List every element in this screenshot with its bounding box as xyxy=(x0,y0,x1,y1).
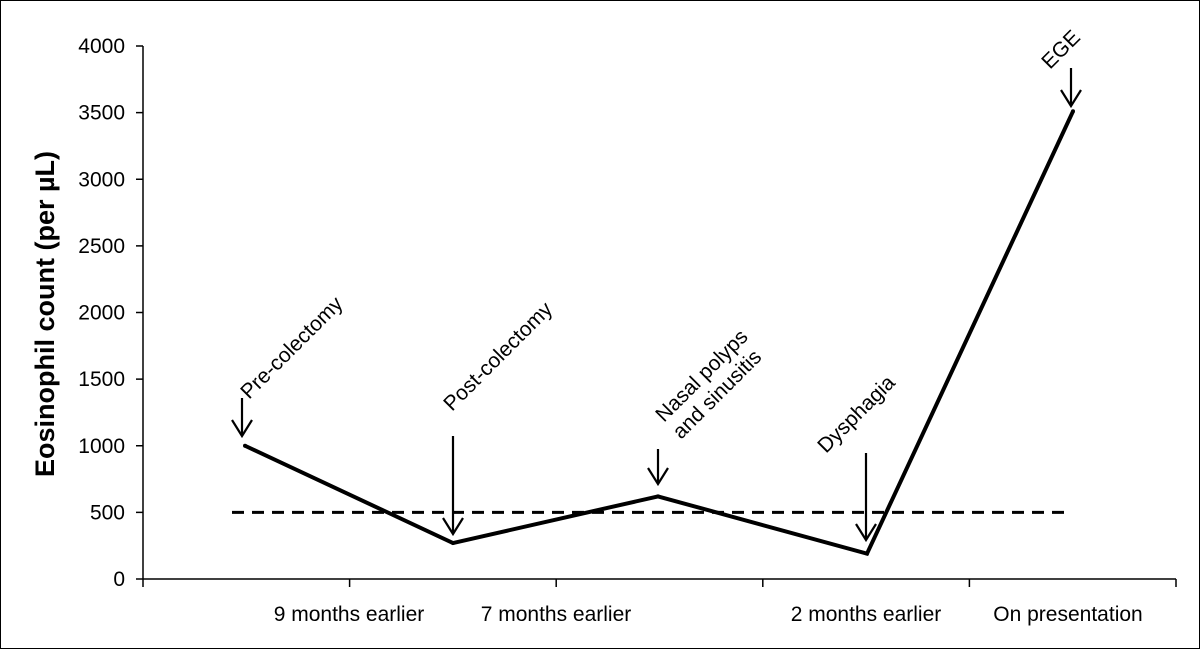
y-tick-label: 4000 xyxy=(78,35,125,58)
annotation-arrow xyxy=(855,453,877,543)
y-tick-label: 2000 xyxy=(78,302,125,325)
series-line xyxy=(244,110,1075,557)
annotations: Pre-colectomy Post-colectomy Nasal polypsa… xyxy=(231,26,1085,543)
axes xyxy=(142,46,1176,580)
y-tick-label: 3500 xyxy=(78,102,125,125)
y-ticks: 0 500 1000 1500 2000 2500 3000 3500 4000 xyxy=(78,35,143,591)
y-axis-label: Eosinophil count (per µL) xyxy=(30,151,60,477)
y-tick-label: 1500 xyxy=(78,368,125,391)
annotation-arrow xyxy=(647,449,669,487)
annotation-arrow xyxy=(442,436,464,537)
annotation-label: Post-colectomy xyxy=(439,297,557,415)
data-point xyxy=(865,551,869,556)
y-tick-label: 1000 xyxy=(78,435,125,458)
annotation-label: Pre-colectomy xyxy=(236,292,348,404)
y-tick-label: 0 xyxy=(113,568,125,591)
data-point xyxy=(1071,109,1075,114)
x-tick-label: 9 months earlier xyxy=(274,603,425,626)
x-tick-label: On presentation xyxy=(993,603,1142,626)
y-tick-label: 500 xyxy=(90,501,125,524)
x-tick-label: 7 months earlier xyxy=(481,603,632,626)
y-tick-label: 3000 xyxy=(78,168,125,191)
annotation-arrow xyxy=(231,398,253,439)
data-points xyxy=(243,109,1075,556)
x-tick-label: 2 months earlier xyxy=(791,603,942,626)
data-point xyxy=(243,443,247,448)
data-point xyxy=(656,494,660,499)
annotation-label: EGE xyxy=(1037,26,1085,74)
annotation-arrow xyxy=(1060,68,1082,109)
y-tick-label: 2500 xyxy=(78,235,125,258)
annotation-label: Dysphagia xyxy=(813,371,900,458)
data-point xyxy=(451,541,455,546)
x-ticks: 9 months earlier 7 months earlier 2 months… xyxy=(142,579,1177,626)
